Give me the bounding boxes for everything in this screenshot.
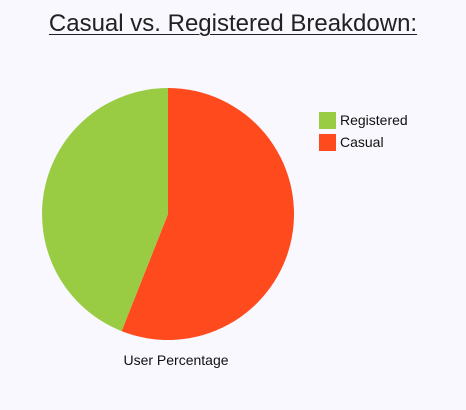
- legend-label-casual: Casual: [340, 134, 384, 150]
- pie-slice-casual: [121, 88, 295, 340]
- legend-item-registered: Registered: [319, 110, 408, 130]
- chart-title: Casual vs. Registered Breakdown:: [48, 10, 418, 37]
- legend: Registered Casual: [319, 110, 408, 154]
- legend-label-registered: Registered: [340, 112, 408, 128]
- x-axis-label: User Percentage: [123, 352, 229, 368]
- legend-item-casual: Casual: [319, 132, 408, 152]
- pie-slice-registered: [42, 88, 168, 332]
- legend-swatch-registered: [319, 111, 336, 129]
- legend-swatch-casual: [319, 133, 336, 151]
